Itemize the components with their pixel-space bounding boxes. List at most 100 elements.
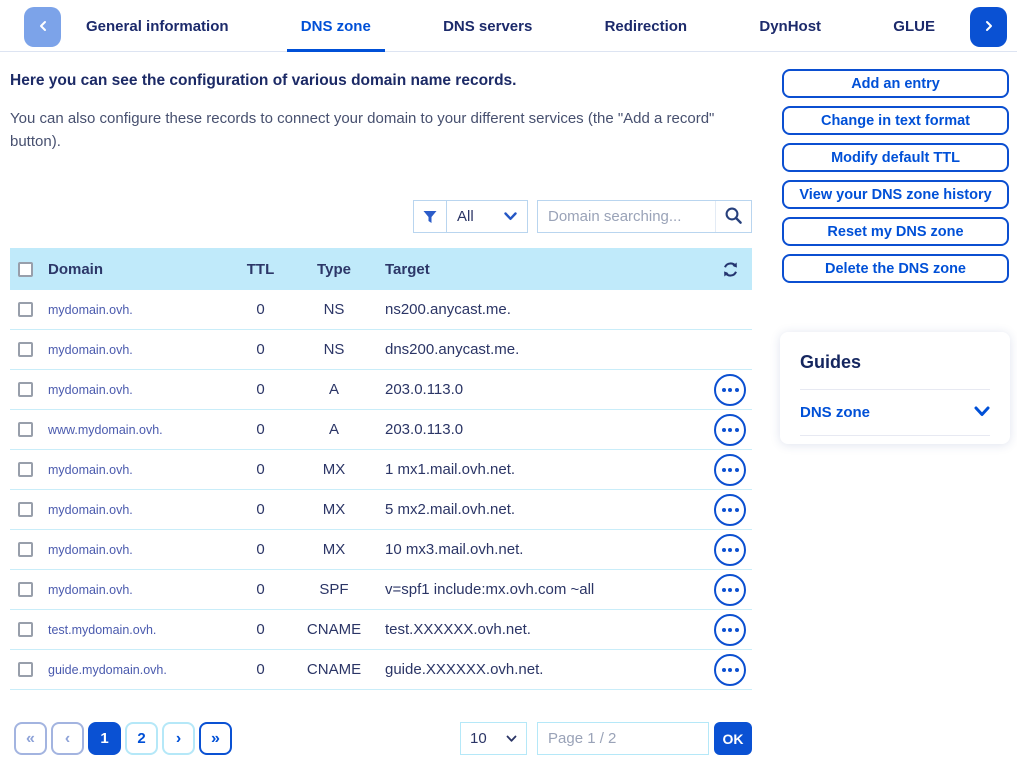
ok-button[interactable]: OK — [714, 722, 752, 755]
row-checkbox[interactable] — [18, 462, 33, 477]
row-checkbox[interactable] — [18, 582, 33, 597]
pagination-next-button[interactable]: › — [162, 722, 195, 755]
record-target: test.XXXXXX.ovh.net. — [385, 621, 531, 638]
chevron-down-icon — [974, 404, 990, 421]
change-text-format-button[interactable]: Change in text format — [782, 106, 1009, 135]
table-row: mydomain.ovh. 0 NS ns200.anycast.me. — [10, 290, 752, 330]
select-all-checkbox[interactable] — [18, 261, 33, 277]
table-row: mydomain.ovh. 0 MX 1 mx1.mail.ovh.net. — [10, 450, 752, 490]
record-type-value: All — [457, 208, 474, 225]
tab-label: Redirection — [604, 17, 688, 35]
pagination-first-button[interactable]: « — [14, 722, 47, 755]
tabs-scroll-right-button[interactable] — [970, 7, 1007, 47]
row-checkbox[interactable] — [18, 622, 33, 637]
record-ttl: 0 — [256, 301, 265, 318]
row-actions-menu-button[interactable] — [714, 573, 746, 606]
tab-redirection[interactable]: Redirection — [591, 0, 702, 52]
record-type: CNAME — [306, 621, 362, 638]
record-target: guide.XXXXXX.ovh.net. — [385, 661, 544, 678]
guides-link-label: DNS zone — [800, 404, 871, 421]
table-row: mydomain.ovh. 0 SPF v=spf1 include:mx.ov… — [10, 570, 752, 610]
page-size-select[interactable]: 10 — [460, 722, 527, 755]
modify-default-ttl-button[interactable]: Modify default TTL — [782, 143, 1009, 172]
row-actions-menu-button[interactable] — [714, 613, 746, 646]
table-row: mydomain.ovh. 0 A 203.0.113.0 — [10, 370, 752, 410]
row-actions-menu-button[interactable] — [714, 413, 746, 446]
reset-dns-zone-button[interactable]: Reset my DNS zone — [782, 217, 1009, 246]
record-target: 5 mx2.mail.ovh.net. — [385, 501, 516, 518]
record-ttl: 0 — [256, 501, 265, 518]
guides-title: Guides — [800, 352, 862, 372]
column-header-type: Type — [317, 260, 351, 278]
tabs-scroll-left-button[interactable] — [24, 7, 61, 47]
record-type: NS — [323, 301, 345, 318]
row-checkbox[interactable] — [18, 502, 33, 517]
record-type: A — [328, 421, 339, 438]
refresh-icon[interactable] — [708, 260, 752, 279]
record-type-filter: All — [413, 200, 528, 233]
row-actions-menu-button[interactable] — [714, 373, 746, 406]
view-dns-zone-history-button[interactable]: View your DNS zone history — [782, 180, 1009, 209]
tab-dns-zone[interactable]: DNS zone — [286, 0, 385, 52]
row-actions-menu-button[interactable] — [714, 493, 746, 526]
record-target: 1 mx1.mail.ovh.net. — [385, 461, 516, 478]
tab-label: DNS zone — [300, 17, 371, 35]
tabs: General information DNS zone DNS servers… — [72, 0, 949, 52]
record-type-select[interactable]: All — [447, 201, 527, 232]
delete-dns-zone-button[interactable]: Delete the DNS zone — [782, 254, 1009, 283]
column-header-ttl: TTL — [246, 260, 275, 278]
record-domain: mydomain.ovh. — [48, 342, 133, 357]
record-type: A — [328, 381, 339, 398]
record-type: SPF — [319, 581, 349, 598]
chevron-right-icon — [983, 20, 995, 35]
row-checkbox[interactable] — [18, 302, 33, 317]
record-domain: mydomain.ovh. — [48, 462, 133, 477]
page-title: Here you can see the configuration of va… — [10, 72, 517, 89]
pagination-page-2-button[interactable]: 2 — [125, 722, 158, 755]
record-target: ns200.anycast.me. — [385, 301, 511, 318]
page-number-input[interactable] — [537, 722, 709, 755]
table-row: mydomain.ovh. 0 NS dns200.anycast.me. — [10, 330, 752, 370]
search-button[interactable] — [715, 201, 751, 232]
tab-general-information[interactable]: General information — [72, 0, 243, 52]
tab-dns-servers[interactable]: DNS servers — [429, 0, 546, 52]
record-target: 203.0.113.0 — [385, 421, 464, 438]
add-entry-button[interactable]: Add an entry — [782, 69, 1009, 98]
table-row: mydomain.ovh. 0 MX 5 mx2.mail.ovh.net. — [10, 490, 752, 530]
tab-label: GLUE — [893, 17, 935, 35]
record-ttl: 0 — [256, 541, 265, 558]
domain-search-input[interactable] — [538, 201, 715, 232]
record-target: 203.0.113.0 — [385, 381, 464, 398]
record-ttl: 0 — [256, 461, 265, 478]
record-target: v=spf1 include:mx.ovh.com ~all — [385, 581, 595, 598]
chevron-down-icon — [504, 208, 517, 225]
record-domain: mydomain.ovh. — [48, 502, 133, 517]
guides-dns-zone-link[interactable]: DNS zone — [800, 390, 990, 436]
record-type: MX — [322, 461, 346, 478]
record-ttl: 0 — [256, 341, 265, 358]
record-ttl: 0 — [256, 421, 265, 438]
tab-glue[interactable]: GLUE — [879, 0, 949, 52]
record-domain: mydomain.ovh. — [48, 542, 133, 557]
record-type: NS — [323, 341, 345, 358]
chevron-left-icon — [37, 20, 49, 35]
row-actions-menu-button[interactable] — [714, 453, 746, 486]
tab-dynhost[interactable]: DynHost — [745, 0, 835, 52]
pagination-page-1-button[interactable]: 1 — [88, 722, 121, 755]
row-checkbox[interactable] — [18, 662, 33, 677]
record-domain: www.mydomain.ovh. — [48, 422, 163, 437]
table-row: mydomain.ovh. 0 MX 10 mx3.mail.ovh.net. — [10, 530, 752, 570]
row-checkbox[interactable] — [18, 422, 33, 437]
table-row: guide.mydomain.ovh. 0 CNAME guide.XXXXXX… — [10, 650, 752, 690]
row-checkbox[interactable] — [18, 542, 33, 557]
row-checkbox[interactable] — [18, 342, 33, 357]
pagination-prev-button[interactable]: ‹ — [51, 722, 84, 755]
row-actions-menu-button[interactable] — [714, 653, 746, 686]
row-checkbox[interactable] — [18, 382, 33, 397]
divider — [800, 389, 990, 390]
pagination-last-button[interactable]: » — [199, 722, 232, 755]
tab-label: DNS servers — [443, 17, 533, 35]
row-actions-menu-button[interactable] — [714, 533, 746, 566]
record-type: MX — [322, 501, 346, 518]
